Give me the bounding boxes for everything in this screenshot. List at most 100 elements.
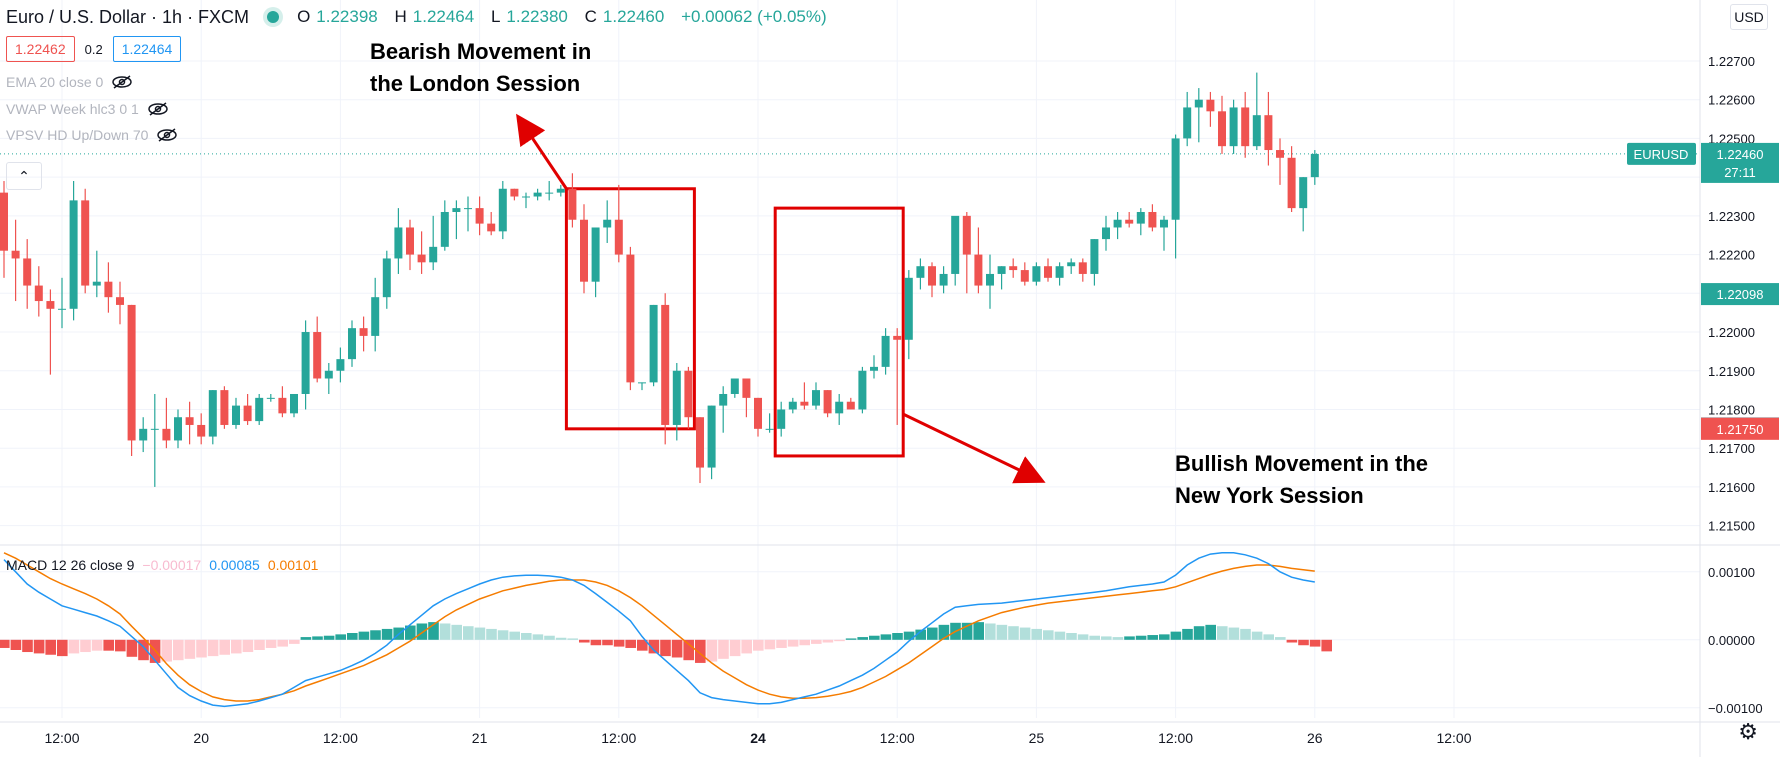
bullish-annotation: Bullish Movement in the New York Session	[1175, 448, 1428, 512]
macd-hist-bar	[834, 639, 845, 642]
candle-body	[1078, 262, 1087, 274]
macd-hist-bar	[625, 639, 636, 648]
macd-hist-bar	[312, 636, 323, 640]
candle-body	[533, 192, 542, 197]
candle-body	[672, 370, 681, 425]
candle-body	[1252, 115, 1261, 147]
macd-hist-bar	[927, 627, 938, 640]
countdown-label: 27:11	[1724, 165, 1756, 180]
symbol-label-bg	[1627, 142, 1696, 165]
indicator-label: EMA 20 close 0	[6, 74, 104, 90]
currency-button[interactable]: USD	[1730, 4, 1768, 30]
macd-tick-label: 0.00100	[1708, 565, 1755, 580]
macd-hist-bar	[1205, 624, 1216, 640]
candle-body	[1102, 227, 1110, 240]
candle-body	[232, 405, 240, 425]
candle-body	[382, 258, 391, 298]
candle-body	[220, 390, 229, 425]
session-boxes	[564, 187, 905, 458]
macd-hist-bar	[903, 631, 915, 640]
change-value: +0.00062 (+0.05%)	[681, 7, 827, 26]
macd-hist-bar	[753, 639, 764, 651]
candle-body	[290, 393, 298, 414]
candle-body	[754, 397, 762, 429]
candle-body	[858, 370, 867, 410]
candle-body	[394, 227, 403, 259]
macd-hist-bar	[509, 631, 520, 640]
sell-button[interactable]: 1.22462	[6, 36, 75, 62]
gear-icon[interactable]: ⚙	[1738, 719, 1758, 744]
candle-body	[928, 266, 936, 286]
candle-body	[475, 208, 484, 224]
candle-body	[1218, 111, 1226, 147]
macd-hist-bar	[1217, 626, 1228, 640]
macd-hist-bar	[0, 639, 10, 648]
macd-hist-bar	[497, 630, 509, 640]
time-tick-label: 21	[472, 730, 488, 746]
collapse-indicators-button[interactable]: ⌃	[6, 162, 42, 190]
indicator-ema[interactable]: EMA 20 close 0	[6, 74, 133, 90]
macd-hist-bar	[335, 634, 346, 640]
candle-body	[127, 304, 136, 441]
candle-body	[510, 188, 519, 197]
eye-hidden-icon[interactable]	[111, 75, 133, 89]
macd-hist-value: −0.00017	[142, 557, 202, 573]
macd-hist-bar	[265, 639, 277, 648]
macd-legend[interactable]: MACD 12 26 close 9 −0.00017 0.00085 0.00…	[6, 557, 318, 573]
price-label-bg	[1701, 417, 1779, 440]
indicator-vwap[interactable]: VWAP Week hlc3 0 1	[6, 101, 169, 117]
candle-body	[812, 390, 820, 406]
candle-body	[162, 428, 171, 441]
macd-signal-value: 0.00101	[267, 557, 319, 573]
buy-button[interactable]: 1.22464	[112, 36, 182, 62]
candle-body	[278, 397, 287, 414]
macd-hist-bar	[787, 639, 799, 647]
candle-body	[1090, 239, 1099, 274]
macd-hist-bar	[416, 623, 428, 640]
macd-hist-bar	[231, 639, 242, 654]
eye-hidden-icon[interactable]	[147, 102, 169, 116]
price-tick-label: 1.22200	[1708, 248, 1755, 263]
candle-body	[1160, 219, 1168, 228]
candle-body	[34, 285, 43, 302]
candle-body	[313, 332, 322, 379]
candle-body	[1171, 138, 1180, 220]
macd-hist-bar	[1228, 627, 1240, 640]
macd-hist-bar	[80, 639, 91, 653]
symbol-header: Euro / U.S. Dollar · 1h · FXCM O 1.22398 …	[6, 4, 833, 30]
eye-hidden-icon[interactable]	[156, 128, 178, 142]
macd-signal-line	[3, 552, 1315, 702]
candle-body	[324, 370, 333, 379]
candle-body	[498, 188, 507, 232]
candle-body	[962, 215, 971, 255]
macd-hist-bar	[428, 622, 439, 640]
candle-body	[1009, 266, 1018, 271]
candle-body	[1136, 211, 1145, 224]
session-box-bearish	[564, 187, 696, 431]
grid	[0, 0, 1700, 718]
macd-hist-bar	[1066, 633, 1077, 640]
indicator-vpsv[interactable]: VPSV HD Up/Down 70	[6, 127, 178, 143]
candle-body	[614, 219, 623, 255]
macd-hist-bar	[115, 639, 126, 652]
macd-hist-bar	[277, 639, 288, 647]
macd-hist-bar	[1309, 639, 1321, 647]
macd-hist-bar	[196, 639, 207, 658]
time-tick-label: 12:00	[1436, 730, 1471, 746]
macd-hist-bar	[1077, 634, 1089, 640]
macd-hist-bar	[973, 622, 984, 640]
bullish-line-1: Bullish Movement in the	[1175, 451, 1429, 476]
macd-hist-bar	[776, 639, 787, 648]
candle-body	[765, 428, 774, 430]
candle-body	[116, 297, 124, 305]
time-tick-label: 25	[1029, 730, 1045, 746]
macd-hist-bar	[880, 634, 892, 640]
macd-line-value: 0.00085	[209, 557, 260, 573]
symbol-title[interactable]: Euro / U.S. Dollar · 1h · FXCM	[6, 6, 250, 27]
macd-hist-bar	[1101, 636, 1112, 640]
macd-hist-bar	[242, 639, 254, 653]
macd-hist-bar	[451, 624, 462, 640]
candle-body	[440, 211, 449, 247]
